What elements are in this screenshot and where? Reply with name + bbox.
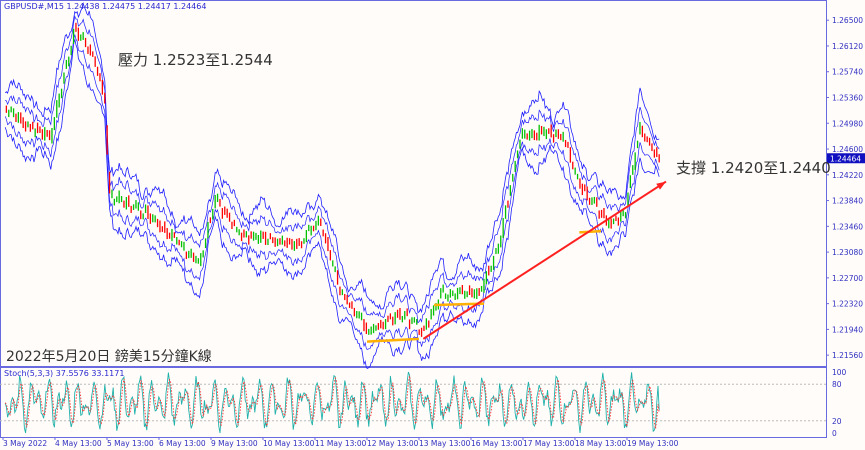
- y-tick-label: 1.22320: [832, 300, 863, 309]
- stoch-main-line: [4, 371, 660, 434]
- y-tick-label: 1.25360: [832, 94, 863, 103]
- x-tick-label: 13 May 13:00: [419, 439, 471, 448]
- x-tick-label: 5 May 13:00: [107, 439, 154, 448]
- chart-frame: [0, 0, 827, 438]
- y-tick-label: 1.25740: [832, 68, 863, 77]
- x-tick-label: 11 May 13:00: [315, 439, 367, 448]
- y-tick-label: 1.23840: [832, 197, 863, 206]
- x-tick-label: 16 May 13:00: [471, 439, 523, 448]
- y-tick-label: 1.26120: [832, 42, 863, 51]
- x-tick-label: 3 May 2022: [3, 439, 47, 448]
- trendline-arrow: [422, 180, 667, 340]
- x-tick-label: 6 May 13:00: [159, 439, 206, 448]
- current-price-label: 1.24464: [830, 154, 861, 163]
- x-tick-label: 9 May 13:00: [211, 439, 258, 448]
- y-tick-label: 1.26500: [832, 16, 863, 25]
- support-mark-line: [366, 337, 420, 343]
- y-tick-label: 1.21940: [832, 325, 863, 334]
- x-tick-label: 19 May 13:00: [627, 439, 679, 448]
- chart-caption: 2022年5月20日 鎊美15分鐘K線: [6, 349, 212, 365]
- stoch-tick-label: 20: [832, 417, 842, 426]
- resistance-label: 壓力 1.2523至1.2544: [118, 51, 273, 69]
- envelope-lower: [4, 34, 660, 350]
- x-tick-label: 4 May 13:00: [55, 439, 102, 448]
- stoch-tick-label: 80: [832, 380, 842, 389]
- current-price-badge: [827, 153, 865, 164]
- x-tick-label: 17 May 13:00: [523, 439, 575, 448]
- y-tick-label: 1.23460: [832, 222, 863, 231]
- y-tick-label: 1.23080: [832, 248, 863, 257]
- y-tick-label: 1.21560: [832, 351, 863, 360]
- symbol-header: GBPUSD#,M15 1.24438 1.24475 1.24417 1.24…: [4, 2, 207, 11]
- y-tick-label: 1.22700: [832, 274, 863, 283]
- x-tick-label: 12 May 13:00: [367, 439, 419, 448]
- envelope-outer-lower: [4, 39, 660, 369]
- x-tick-label: 18 May 13:00: [575, 439, 627, 448]
- y-tick-label: 1.24600: [832, 145, 863, 154]
- stoch-tick-label: 0: [832, 429, 837, 438]
- stochastic-label: Stoch(5,3,3) 37.5576 33.1171: [4, 369, 125, 378]
- envelope-upper: [5, 15, 660, 324]
- stoch-tick-label: 100: [832, 368, 847, 377]
- support-label: 支撐 1.2420至1.2440: [676, 159, 831, 177]
- y-tick-label: 1.24980: [832, 119, 863, 128]
- y-tick-label: 1.24220: [832, 171, 863, 180]
- arrowhead-icon: [656, 181, 666, 190]
- envelope-outer-upper: [4, 2, 660, 314]
- x-tick-label: 10 May 13:00: [263, 439, 315, 448]
